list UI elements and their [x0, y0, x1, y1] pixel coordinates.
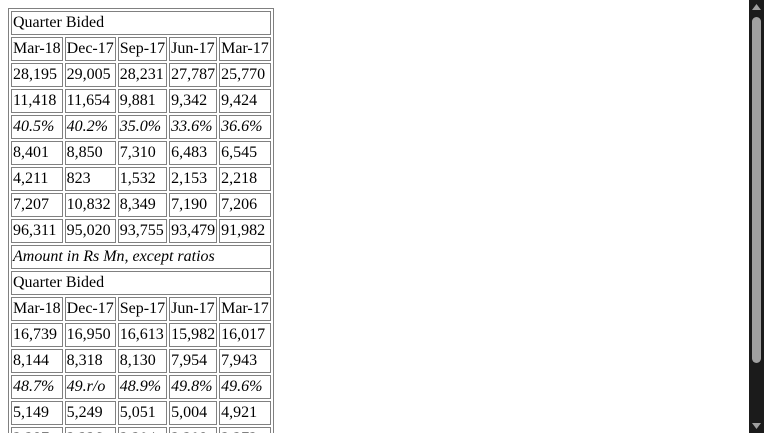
- table-cell: 15,982: [169, 323, 218, 347]
- column-header: Mar-17: [219, 37, 271, 61]
- table-cell: 3,208: [169, 427, 218, 433]
- table-cell: 8,349: [117, 193, 168, 217]
- table-cell: 8,318: [64, 349, 116, 373]
- table-cell: 7,206: [219, 193, 271, 217]
- table-note-row: Amount in Rs Mn, except ratios: [11, 245, 271, 269]
- table-cell: 823: [64, 167, 116, 191]
- table-header-row: Mar-18 Dec-17 Sep-17 Jun-17 Mar-17: [11, 37, 271, 61]
- table-cell: 3,272: [219, 427, 271, 433]
- table-cell: 4,211: [11, 167, 63, 191]
- table-cell: 91,982: [219, 219, 271, 243]
- table-cell: 5,149: [11, 401, 63, 425]
- table-title: Quarter Bided: [11, 271, 271, 295]
- table-cell: 8,144: [11, 349, 63, 373]
- table-cell: 96,311: [11, 219, 63, 243]
- table-cell: 5,004: [169, 401, 218, 425]
- table-cell: 36.6%: [219, 115, 271, 139]
- table-row: 48.7% 49.r/o 48.9% 49.8% 49.6%: [11, 375, 271, 399]
- scroll-up-button[interactable]: [749, 0, 764, 14]
- table-cell: 16,613: [117, 323, 168, 347]
- table-cell: 4,921: [219, 401, 271, 425]
- table-cell: 1,532: [117, 167, 168, 191]
- column-header: Sep-17: [117, 37, 168, 61]
- table-cell: 7,310: [117, 141, 168, 165]
- table-cell: 8,850: [64, 141, 116, 165]
- table-cell: 3,226: [64, 427, 116, 433]
- triangle-down-icon: [752, 423, 761, 429]
- table-row: 96,311 95,020 93,755 93,479 91,982: [11, 219, 271, 243]
- column-header: Jun-17: [169, 37, 218, 61]
- table-cell: 40.2%: [64, 115, 116, 139]
- table-cell: 3,287: [11, 427, 63, 433]
- table-cell: 28,195: [11, 63, 63, 87]
- table-title-row: Quarter Bided: [11, 11, 271, 35]
- table-cell: 95,020: [64, 219, 116, 243]
- table-cell: 6,545: [219, 141, 271, 165]
- table-row: 40.5% 40.2% 35.0% 33.6% 36.6%: [11, 115, 271, 139]
- table-cell: 29,005: [64, 63, 116, 87]
- table-cell: 93,755: [117, 219, 168, 243]
- table-row: 16,739 16,950 16,613 15,982 16,017: [11, 323, 271, 347]
- vertical-scrollbar[interactable]: [749, 0, 764, 433]
- table-cell: 49.6%: [219, 375, 271, 399]
- table-cell: 48.7%: [11, 375, 63, 399]
- column-header: Mar-17: [219, 297, 271, 321]
- table-cell: 7,943: [219, 349, 271, 373]
- table-row: 11,418 11,654 9,881 9,342 9,424: [11, 89, 271, 113]
- table-cell: 9,424: [219, 89, 271, 113]
- table-cell: 33.6%: [169, 115, 218, 139]
- column-header: Dec-17: [64, 37, 116, 61]
- table-title-row: Quarter Bided: [11, 271, 271, 295]
- table-cell: 5,051: [117, 401, 168, 425]
- table-row: 8,144 8,318 8,130 7,954 7,943: [11, 349, 271, 373]
- table-title: Quarter Bided: [11, 11, 271, 35]
- column-header: Sep-17: [117, 297, 168, 321]
- table-cell: 7,207: [11, 193, 63, 217]
- table-cell: 2,153: [169, 167, 218, 191]
- column-header: Dec-17: [64, 297, 116, 321]
- table-note: Amount in Rs Mn, except ratios: [11, 245, 271, 269]
- table-cell: 16,950: [64, 323, 116, 347]
- table-row: 3,2873,2263,3043,2083,272: [11, 427, 271, 433]
- table-row: 28,195 29,005 28,231 27,787 25,770: [11, 63, 271, 87]
- table-cell: 49.r/o: [64, 375, 116, 399]
- table-cell: 49.8%: [169, 375, 218, 399]
- table-row: 4,211 823 1,532 2,153 2,218: [11, 167, 271, 191]
- column-header: Mar-18: [11, 297, 63, 321]
- table-cell: 28,231: [117, 63, 168, 87]
- financial-table: Quarter Bided Mar-18 Dec-17 Sep-17 Jun-17 Mar…: [8, 8, 274, 433]
- table-cell: 16,739: [11, 323, 63, 347]
- table-cell: 9,342: [169, 89, 218, 113]
- table-cell: 3,304: [117, 427, 168, 433]
- triangle-up-icon: [752, 4, 761, 10]
- table-cell: 8,130: [117, 349, 168, 373]
- table-cell: 7,954: [169, 349, 218, 373]
- table-cell: 40.5%: [11, 115, 63, 139]
- table-cell: 10,832: [64, 193, 116, 217]
- scrollbar-thumb[interactable]: [752, 17, 761, 363]
- table-cell: 11,654: [64, 89, 116, 113]
- table-cell: 16,017: [219, 323, 271, 347]
- scroll-down-button[interactable]: [749, 419, 764, 433]
- table-cell: 6,483: [169, 141, 218, 165]
- table-cell: 9,881: [117, 89, 168, 113]
- table-cell: 8,401: [11, 141, 63, 165]
- table-header-row: Mar-18 Dec-17 Sep-17 Jun-17 Mar-17: [11, 297, 271, 321]
- table-row: 5,149 5,249 5,051 5,004 4,921: [11, 401, 271, 425]
- column-header: Mar-18: [11, 37, 63, 61]
- table-cell: 35.0%: [117, 115, 168, 139]
- table-row: 7,207 10,832 8,349 7,190 7,206: [11, 193, 271, 217]
- table-cell: 48.9%: [117, 375, 168, 399]
- table-row: 8,401 8,850 7,310 6,483 6,545: [11, 141, 271, 165]
- column-header: Jun-17: [169, 297, 218, 321]
- table-cell: 7,190: [169, 193, 218, 217]
- table-cell: 93,479: [169, 219, 218, 243]
- table-cell: 2,218: [219, 167, 271, 191]
- table-cell: 5,249: [64, 401, 116, 425]
- table-cell: 25,770: [219, 63, 271, 87]
- table-cell: 11,418: [11, 89, 63, 113]
- table-cell: 27,787: [169, 63, 218, 87]
